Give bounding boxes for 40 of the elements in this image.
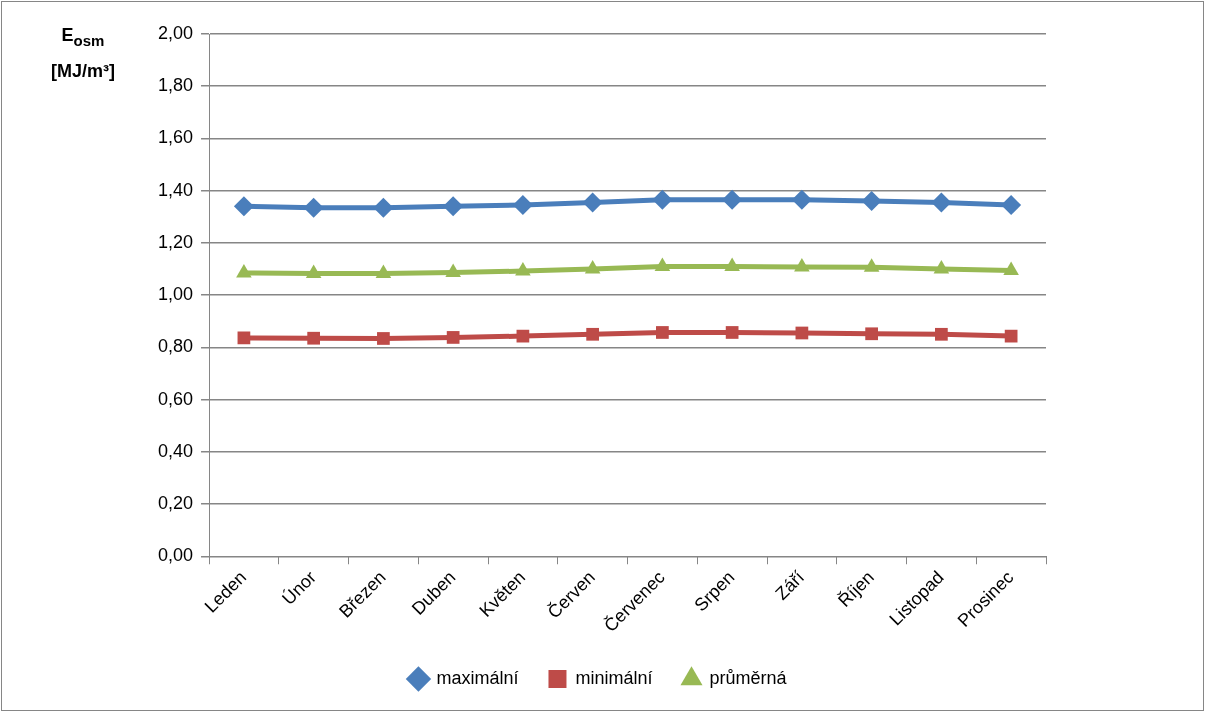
y-tick-label: 0,00 xyxy=(157,545,194,566)
point xyxy=(515,262,531,276)
legend-label: průměrná xyxy=(709,667,788,688)
point xyxy=(652,189,673,210)
point xyxy=(935,327,948,341)
y-tick-label: 1,20 xyxy=(157,231,194,252)
point xyxy=(443,196,464,217)
point xyxy=(233,196,254,217)
y-tick-label: 1,00 xyxy=(157,284,194,305)
y-tick-label: 0,60 xyxy=(157,388,194,409)
point xyxy=(722,189,743,210)
point xyxy=(307,331,321,345)
point xyxy=(446,331,460,344)
y-tick-label: 2,00 xyxy=(157,22,194,43)
point xyxy=(791,189,812,210)
point xyxy=(512,195,533,216)
point xyxy=(863,258,880,272)
point xyxy=(303,197,324,218)
legend-label: maximální xyxy=(436,667,519,688)
point xyxy=(725,326,739,339)
point xyxy=(582,192,603,213)
point xyxy=(373,197,394,218)
point xyxy=(584,260,601,274)
y-tick-label: 0,80 xyxy=(157,336,194,357)
y-tick-label: 1,80 xyxy=(157,75,194,96)
point xyxy=(586,327,600,341)
y-axis-title: E$_{osm}$ [MJ/m³] xyxy=(50,24,116,83)
point xyxy=(931,192,952,213)
point xyxy=(377,332,390,345)
point xyxy=(861,191,882,212)
legend-label: minimální xyxy=(575,667,653,688)
y-tick-label: 0,40 xyxy=(157,440,194,461)
point xyxy=(933,260,950,274)
point xyxy=(1003,261,1019,276)
point xyxy=(656,326,669,339)
point xyxy=(865,327,878,341)
y-tick-label: 1,40 xyxy=(157,179,194,200)
y-tick-label: 0,20 xyxy=(157,493,194,513)
y-tick-label: 1,60 xyxy=(157,127,194,148)
point xyxy=(1001,195,1022,216)
